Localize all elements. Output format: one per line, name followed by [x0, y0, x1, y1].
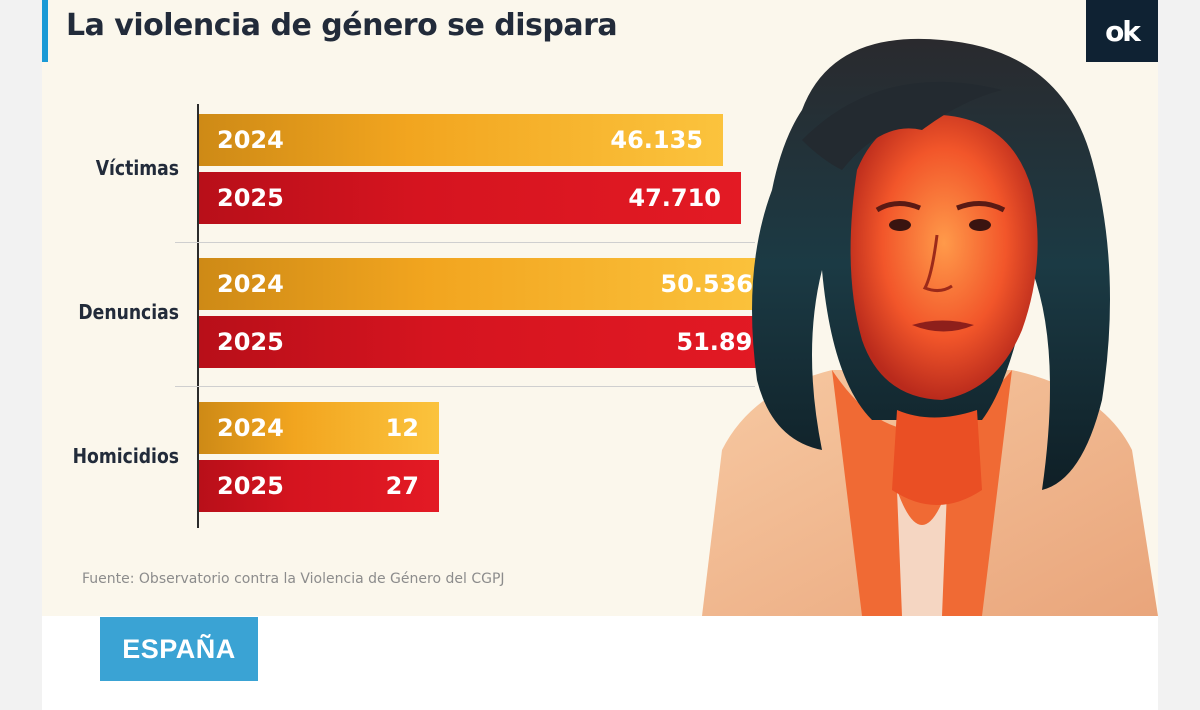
bar-value-label: 47.710 — [628, 184, 721, 212]
section-tag-espana[interactable]: ESPAÑA — [100, 617, 258, 681]
bar-year-label: 2025 — [217, 184, 284, 212]
bar-year-label: 2025 — [217, 328, 284, 356]
bar-value-label: 50.536 — [660, 270, 753, 298]
category-label: Denuncias — [78, 300, 179, 324]
source-note: Fuente: Observatorio contra la Violencia… — [82, 571, 505, 587]
bar-2024: 2024 50.536 — [199, 258, 773, 310]
title-accent-bar — [42, 0, 48, 62]
infographic: La violencia de género se dispara ok Víc… — [42, 0, 1158, 616]
category-label: Víctimas — [95, 156, 179, 180]
bar-year-label: 2024 — [217, 126, 284, 154]
category-divider — [175, 386, 755, 387]
bar-2024: 2024 46.135 — [199, 114, 723, 166]
bar-year-label: 2025 — [217, 472, 284, 500]
bar-value-label: 46.135 — [610, 126, 703, 154]
bar-2025: 2025 47.710 — [199, 172, 741, 224]
bar-value-label: 27 — [385, 472, 419, 500]
chart-axis-line — [197, 104, 199, 528]
infographic-title: La violencia de género se dispara — [66, 8, 618, 43]
ok-logo[interactable]: ok — [1086, 0, 1158, 62]
bar-2024: 2024 12 — [199, 402, 439, 454]
minister-portrait-image — [702, 38, 1158, 616]
category-label: Homicidios — [72, 444, 179, 468]
bar-year-label: 2024 — [217, 414, 284, 442]
category-divider — [175, 242, 755, 243]
bar-value-label: 12 — [385, 414, 419, 442]
bar-year-label: 2024 — [217, 270, 284, 298]
bar-2025: 2025 27 — [199, 460, 439, 512]
